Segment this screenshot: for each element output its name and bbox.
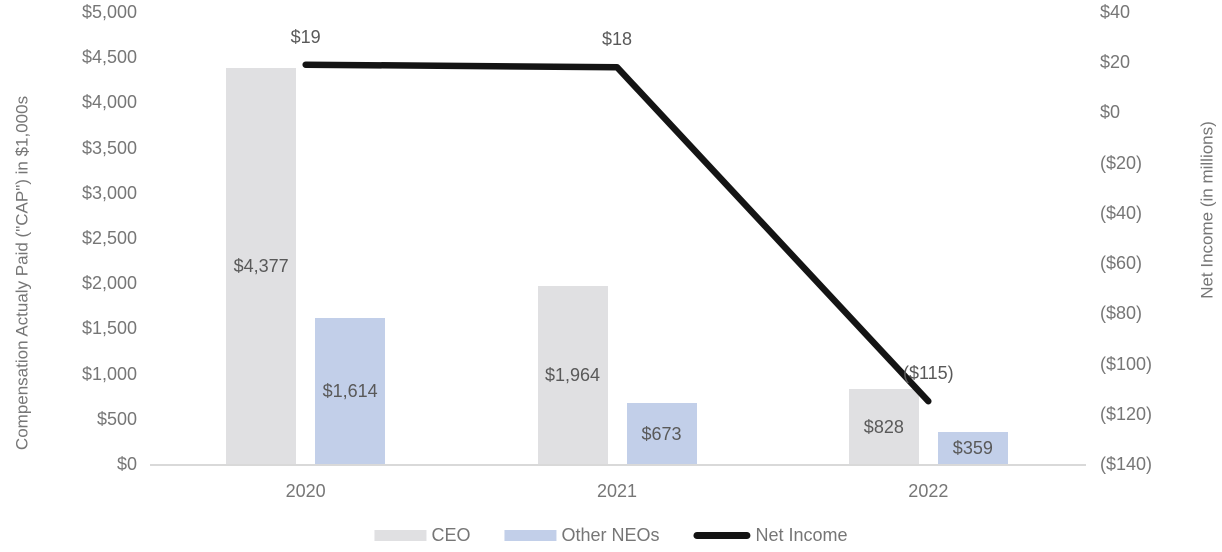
right-axis-tick: ($140) (1100, 454, 1153, 474)
x-axis-line (150, 464, 1086, 466)
right-axis-tick: $20 (1100, 52, 1131, 73)
left-axis-tick: $2,500 (81, 228, 137, 248)
bar-value-label: $673 (641, 423, 682, 444)
other-neos-bar-swatch (504, 529, 557, 541)
right-axis-tick: ($20) (1100, 152, 1143, 173)
bar-other-neos-2021 (626, 403, 697, 464)
bar-value-label: $359 (952, 437, 993, 458)
legend-label-ceo: CEO (431, 525, 471, 545)
x-axis-label-2021: 2021 (596, 481, 638, 501)
right-axis-tick: ($80) (1100, 303, 1143, 324)
legend-label-net-income: Net Income (755, 525, 848, 545)
bar-ceo-2020 (226, 68, 297, 464)
right-axis-tick: $40 (1100, 2, 1131, 22)
ceo-bar-swatch (374, 529, 427, 541)
bar-value-label: $1,614 (322, 381, 378, 402)
x-axis-label-2022: 2022 (908, 481, 949, 501)
left-axis-tick: $2,000 (81, 273, 137, 294)
net-income-line (302, 61, 932, 405)
right-axis-title: Net Income (in millions) (1197, 121, 1217, 299)
legend-item-other-neos: Other NEOs (504, 525, 660, 545)
left-axis-tick: $5,000 (81, 2, 137, 22)
x-axis-label-2020: 2020 (285, 481, 326, 501)
left-axis-tick: $4,000 (81, 92, 137, 113)
right-axis-tick: $0 (1100, 102, 1121, 123)
net-income-point-label: $19 (290, 26, 321, 47)
right-axis-tick: ($100) (1100, 353, 1153, 374)
bar-value-label: $828 (863, 416, 904, 437)
legend: CEO Other NEOs Net Income (374, 525, 848, 545)
left-axis-tick: $3,000 (81, 182, 137, 203)
net-income-line-swatch (693, 531, 751, 539)
net-income-point-label: ($115) (902, 363, 954, 384)
bar-value-label: $4,377 (233, 256, 289, 277)
left-axis-tick: $1,000 (81, 363, 137, 384)
net-income-point-label: $18 (601, 29, 633, 50)
right-axis-tick: ($40) (1100, 202, 1143, 223)
right-axis-tick: ($60) (1100, 253, 1143, 274)
bar-other-neos-2022 (937, 431, 1008, 464)
left-axis-tick: $4,500 (81, 47, 137, 68)
left-axis-tick: $3,500 (81, 137, 137, 158)
legend-label-other-neos: Other NEOs (561, 525, 660, 545)
left-axis-tick: $0 (116, 454, 137, 474)
left-axis-title: Compensation Actualy Paid ("CAP") in $1,… (12, 95, 32, 451)
legend-item-ceo: CEO (374, 526, 470, 544)
legend-item-net-income: Net Income (693, 525, 848, 545)
left-axis-tick: $500 (96, 408, 137, 429)
right-axis-tick: ($120) (1100, 403, 1153, 424)
bar-value-label: $1,964 (544, 365, 601, 386)
left-axis-tick: $1,500 (81, 318, 137, 339)
